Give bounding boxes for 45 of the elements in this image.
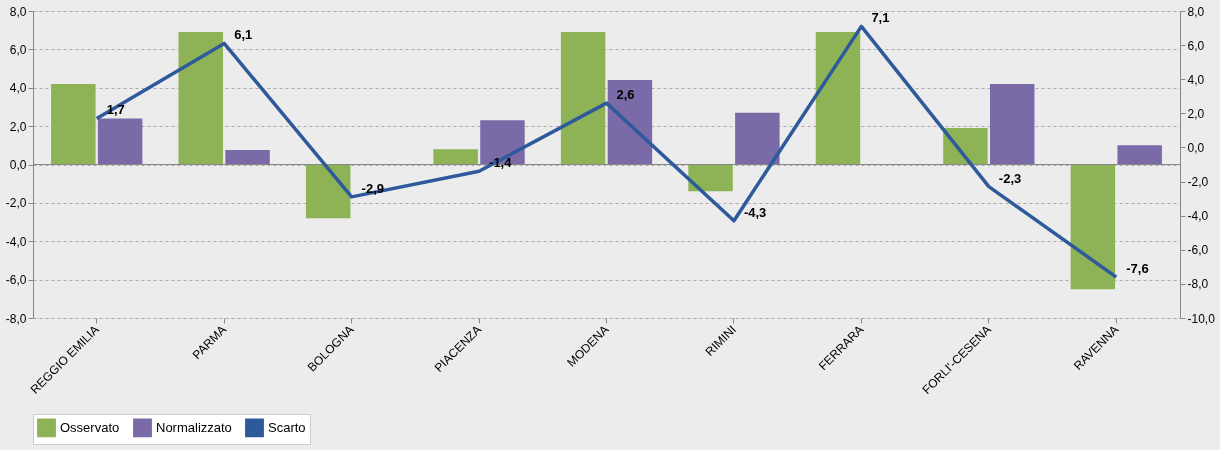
data-label: -2,9 — [361, 180, 385, 196]
bar — [735, 112, 780, 165]
y2-tick-label: 2,0 — [1187, 106, 1205, 121]
bar — [433, 149, 478, 165]
y2-tick-label: -10,0 — [1187, 311, 1216, 326]
y-tick-label: -8,0 — [5, 311, 27, 326]
bar — [51, 83, 96, 165]
data-label: 2,6 — [616, 87, 635, 103]
bar — [688, 164, 733, 192]
y2-tick-label: 4,0 — [1187, 72, 1205, 87]
legend-label: Osservato — [60, 419, 120, 435]
bar — [97, 118, 143, 165]
y-tick-label: -4,0 — [5, 234, 27, 249]
y2-tick-label: 0,0 — [1187, 140, 1205, 155]
y2-tick-label: 8,0 — [1187, 4, 1205, 19]
data-label: -2,3 — [998, 170, 1022, 186]
bar — [305, 164, 351, 219]
line-series — [94, 24, 1119, 279]
data-label: 6,1 — [234, 27, 253, 43]
data-label: -4,3 — [743, 204, 767, 220]
y-tick-label: -2,0 — [5, 196, 27, 211]
y2-tick-label: -4,0 — [1187, 209, 1209, 224]
bar — [607, 80, 653, 165]
y-tick-label: 2,0 — [9, 119, 27, 134]
bar — [943, 128, 988, 165]
bar — [1117, 145, 1162, 165]
y-tick-label: 0,0 — [9, 158, 27, 172]
y-tick-label: 6,0 — [9, 42, 27, 57]
y2-tick-label: -6,0 — [1187, 243, 1209, 258]
y-tick-label: -6,0 — [5, 273, 27, 288]
y-tick-label: 4,0 — [9, 81, 27, 96]
y-tick-label: 8,0 — [9, 4, 27, 19]
y2-tick-label: 6,0 — [1187, 38, 1205, 53]
legend-label: Normalizzato — [156, 419, 232, 435]
legend-label: Scarto — [268, 419, 306, 435]
bar — [815, 32, 861, 165]
data-label: -7,6 — [1126, 261, 1149, 277]
bar — [560, 32, 606, 165]
bar — [1070, 164, 1116, 290]
y2-tick-label: -2,0 — [1187, 175, 1209, 190]
data-label: 7,1 — [871, 10, 890, 26]
bar — [178, 32, 223, 165]
y2-tick-label: -8,0 — [1187, 277, 1209, 292]
bar — [990, 83, 1035, 165]
bar — [225, 150, 270, 165]
